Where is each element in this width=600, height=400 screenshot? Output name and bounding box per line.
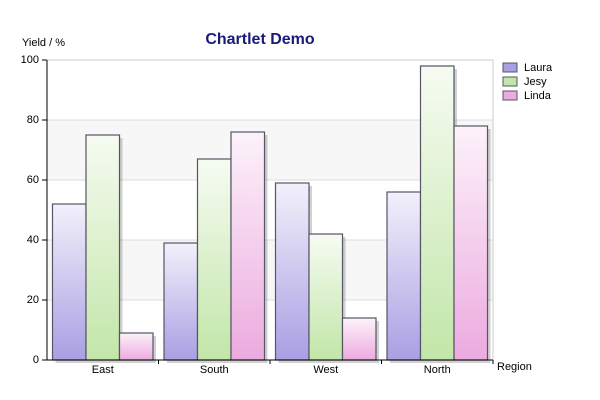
bar [386,191,422,361]
bar [274,182,310,361]
legend-swatch [502,90,518,101]
legend-label: Linda [524,90,552,102]
x-tick-label: East [92,364,114,376]
y-tick-label: 80 [27,114,39,126]
bar [51,203,87,361]
legend-swatch [502,62,518,73]
x-tick-label: South [200,364,229,376]
bar [85,134,121,361]
y-tick-label: 40 [27,234,39,246]
bar [196,158,232,361]
x-tick-label: North [424,364,451,376]
plot-band [47,120,493,180]
legend-swatch [502,76,518,87]
chart-title: Chartlet Demo [205,31,315,48]
bar [341,317,377,361]
legend-label: Laura [524,62,553,74]
x-tick-label: West [313,364,338,376]
y-tick-label: 100 [21,54,39,66]
x-axis-label: Region [497,361,532,373]
legend-label: Jesy [524,76,547,88]
plot-band [47,60,493,120]
bar [308,233,344,361]
bar [230,131,266,361]
y-tick-label: 20 [27,294,39,306]
bar [163,242,199,361]
y-tick-label: 60 [27,174,39,186]
bar [453,125,489,361]
bar [419,65,455,361]
y-axis-label: Yield / % [22,37,65,49]
y-tick-label: 0 [33,354,39,366]
bar [118,332,154,361]
